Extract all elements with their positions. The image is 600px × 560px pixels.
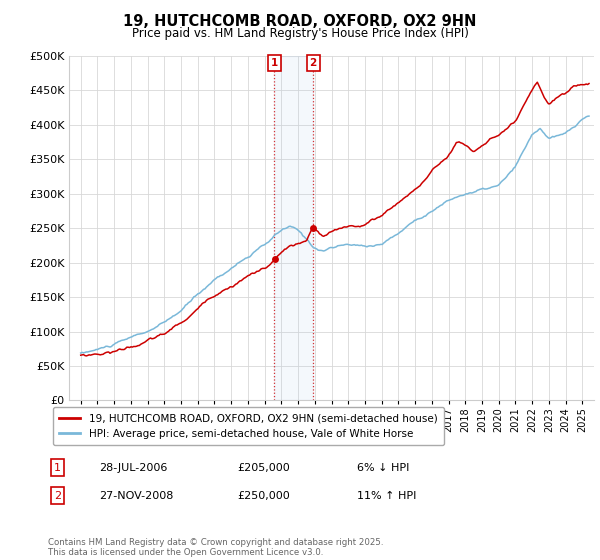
Legend: 19, HUTCHCOMB ROAD, OXFORD, OX2 9HN (semi-detached house), HPI: Average price, s: 19, HUTCHCOMB ROAD, OXFORD, OX2 9HN (sem…: [53, 407, 443, 445]
Text: 2: 2: [310, 58, 317, 68]
Text: 11% ↑ HPI: 11% ↑ HPI: [357, 491, 416, 501]
Text: 28-JUL-2006: 28-JUL-2006: [99, 463, 167, 473]
Text: £205,000: £205,000: [237, 463, 290, 473]
Text: £250,000: £250,000: [237, 491, 290, 501]
Text: Price paid vs. HM Land Registry's House Price Index (HPI): Price paid vs. HM Land Registry's House …: [131, 27, 469, 40]
Text: 2: 2: [54, 491, 61, 501]
Text: 1: 1: [54, 463, 61, 473]
Text: 27-NOV-2008: 27-NOV-2008: [99, 491, 173, 501]
Text: Contains HM Land Registry data © Crown copyright and database right 2025.
This d: Contains HM Land Registry data © Crown c…: [48, 538, 383, 557]
Text: 1: 1: [271, 58, 278, 68]
Bar: [274, 56, 313, 400]
Text: 6% ↓ HPI: 6% ↓ HPI: [357, 463, 409, 473]
Text: 19, HUTCHCOMB ROAD, OXFORD, OX2 9HN: 19, HUTCHCOMB ROAD, OXFORD, OX2 9HN: [124, 14, 476, 29]
